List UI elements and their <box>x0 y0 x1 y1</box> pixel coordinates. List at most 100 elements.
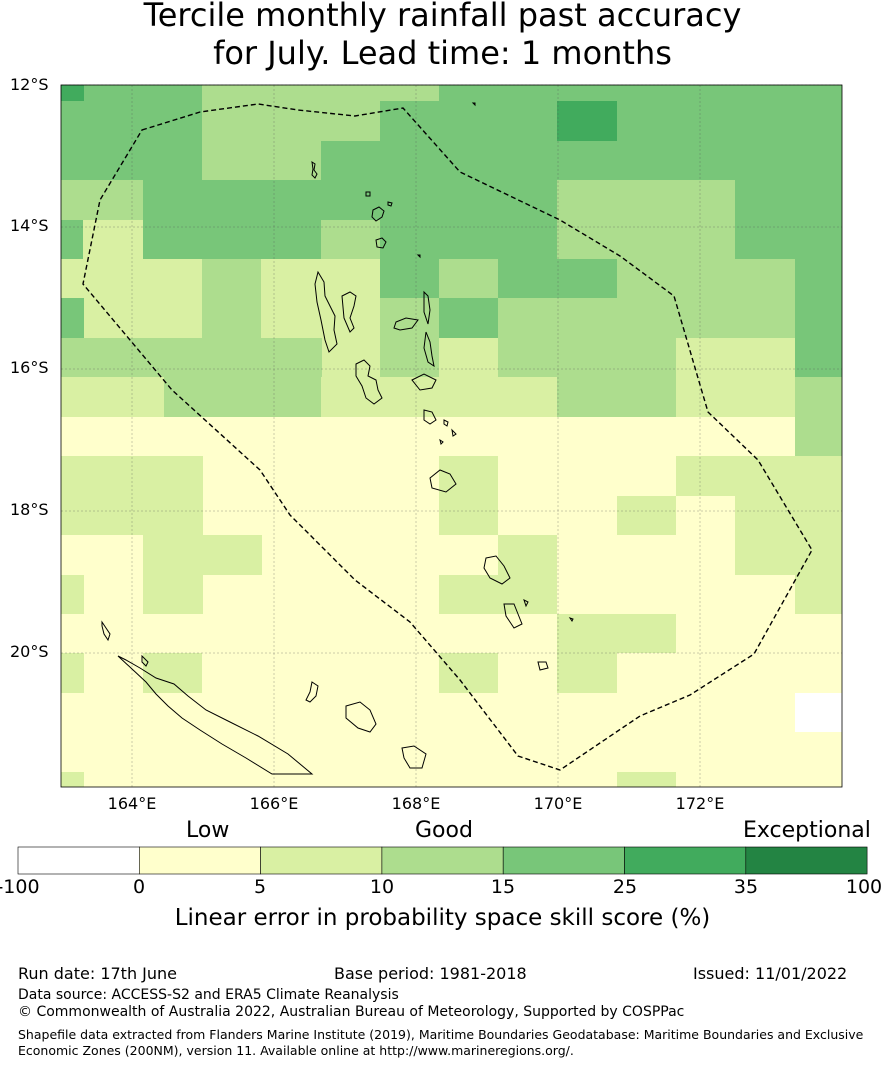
legend-tick: 5 <box>253 876 267 898</box>
island-small <box>416 102 574 622</box>
colorbar-swatch <box>17 846 140 875</box>
lat-lon-gridlines <box>61 84 842 787</box>
lat-label-12s: 12°S <box>10 75 49 94</box>
grid-cell <box>380 85 439 101</box>
grid-cell <box>795 259 842 377</box>
island-banks-1 <box>365 191 371 197</box>
grid-cell <box>61 456 203 535</box>
grid-cell <box>143 535 262 575</box>
grid-cell <box>439 417 498 457</box>
island-mare <box>401 745 427 769</box>
grid-cell <box>202 85 380 101</box>
island-aneityum <box>537 661 549 671</box>
grid-cell <box>61 180 143 220</box>
grid-cell <box>795 377 842 456</box>
title-line-2: for July. Lead time: 1 months <box>213 34 672 72</box>
grid-cell <box>439 653 498 693</box>
legend-category-good: Good <box>415 818 473 843</box>
grid-cell <box>557 653 617 693</box>
island-futuna <box>523 599 529 608</box>
lon-label-168e: 168°E <box>391 794 441 813</box>
legend-tick: 0 <box>132 876 146 898</box>
island-grande-terre <box>117 655 314 775</box>
lon-label-172e: 172°E <box>675 794 725 813</box>
grid-cell <box>61 772 84 787</box>
data-source: Data source: ACCESS-S2 and ERA5 Climate … <box>18 987 399 1003</box>
legend-tick: 10 <box>369 876 395 898</box>
grid-cell <box>321 220 380 259</box>
grid-cell <box>321 101 380 141</box>
issued-date: Issued: 11/01/2022 <box>693 964 848 983</box>
island-banks-2 <box>387 201 393 207</box>
island-erromango <box>483 555 511 585</box>
shapefile-credit-1: Shapefile data extracted from Flanders M… <box>18 1027 864 1042</box>
island-santo <box>314 270 338 353</box>
eez-boundary <box>82 103 813 771</box>
map-frame <box>60 84 843 788</box>
legend-tick: 35 <box>733 876 759 898</box>
legend-category-exceptional: Exceptional <box>743 818 871 843</box>
grid-cell <box>498 259 617 298</box>
island-maewo <box>423 290 431 325</box>
grid-cell <box>439 456 498 535</box>
copyright: © Commonwealth of Australia 2022, Austra… <box>18 1004 685 1020</box>
base-period: Base period: 1981-2018 <box>334 964 527 983</box>
grid-cell <box>84 220 143 338</box>
island-ouvea <box>305 681 319 703</box>
run-date: Run date: 17th June <box>18 964 178 983</box>
grid-cell <box>795 693 842 732</box>
island-pentecost <box>423 331 435 368</box>
grid-cell <box>439 575 498 614</box>
legend-tick: 25 <box>612 876 638 898</box>
legend-label: Linear error in probability space skill … <box>174 905 711 931</box>
grid-cell <box>61 85 842 180</box>
grid-cell <box>557 180 735 259</box>
grid-cell <box>557 338 676 417</box>
grid-cell <box>617 772 676 787</box>
island-torres <box>311 160 318 179</box>
grid-cell <box>795 575 842 614</box>
grid-cell <box>617 496 676 535</box>
island-belep <box>101 620 111 642</box>
legend-tick: 100 <box>845 876 883 898</box>
lat-label-18s: 18°S <box>10 500 49 519</box>
lat-label-14s: 14°S <box>10 216 49 235</box>
island-ambae <box>393 317 419 331</box>
colorbar <box>17 846 868 875</box>
grid-cell <box>203 496 439 535</box>
grid-cell <box>735 496 842 575</box>
grid-cell <box>261 259 321 338</box>
shapefile-credit-2: Economic Zones (200NM), version 11. Avai… <box>18 1043 574 1058</box>
island-epi <box>423 409 437 425</box>
lat-label-20s: 20°S <box>10 642 49 661</box>
lon-label-170e: 170°E <box>533 794 583 813</box>
grid-cell <box>321 259 380 299</box>
grid-cell <box>202 259 261 338</box>
skill-grid <box>61 85 842 787</box>
colorbar-swatch <box>624 846 747 875</box>
island-lifou <box>345 701 377 733</box>
island-efate <box>429 469 457 493</box>
grid-cell <box>735 180 842 259</box>
island-banks-3 <box>371 206 385 222</box>
grid-cell <box>735 259 795 338</box>
island-banks-4 <box>375 237 387 249</box>
colorbar-swatch <box>381 846 504 875</box>
grid-cell <box>617 259 735 338</box>
legend-tick: 15 <box>490 876 516 898</box>
island-ambrym <box>411 373 437 391</box>
grid-cell <box>439 298 498 338</box>
legend-tick: -100 <box>0 876 40 898</box>
legend-category-low: Low <box>186 818 230 843</box>
grid-cell <box>61 653 84 693</box>
island-malo <box>341 291 357 333</box>
grid-cell <box>61 220 83 259</box>
grid-cell <box>202 101 321 180</box>
title-line-1: Tercile monthly rainfall past accuracy <box>143 0 742 34</box>
grid-cell <box>61 85 84 101</box>
colorbar-swatch <box>502 846 625 875</box>
island-new-cal-north <box>141 654 149 667</box>
grid-cell <box>557 101 617 141</box>
grid-cell <box>380 298 439 377</box>
